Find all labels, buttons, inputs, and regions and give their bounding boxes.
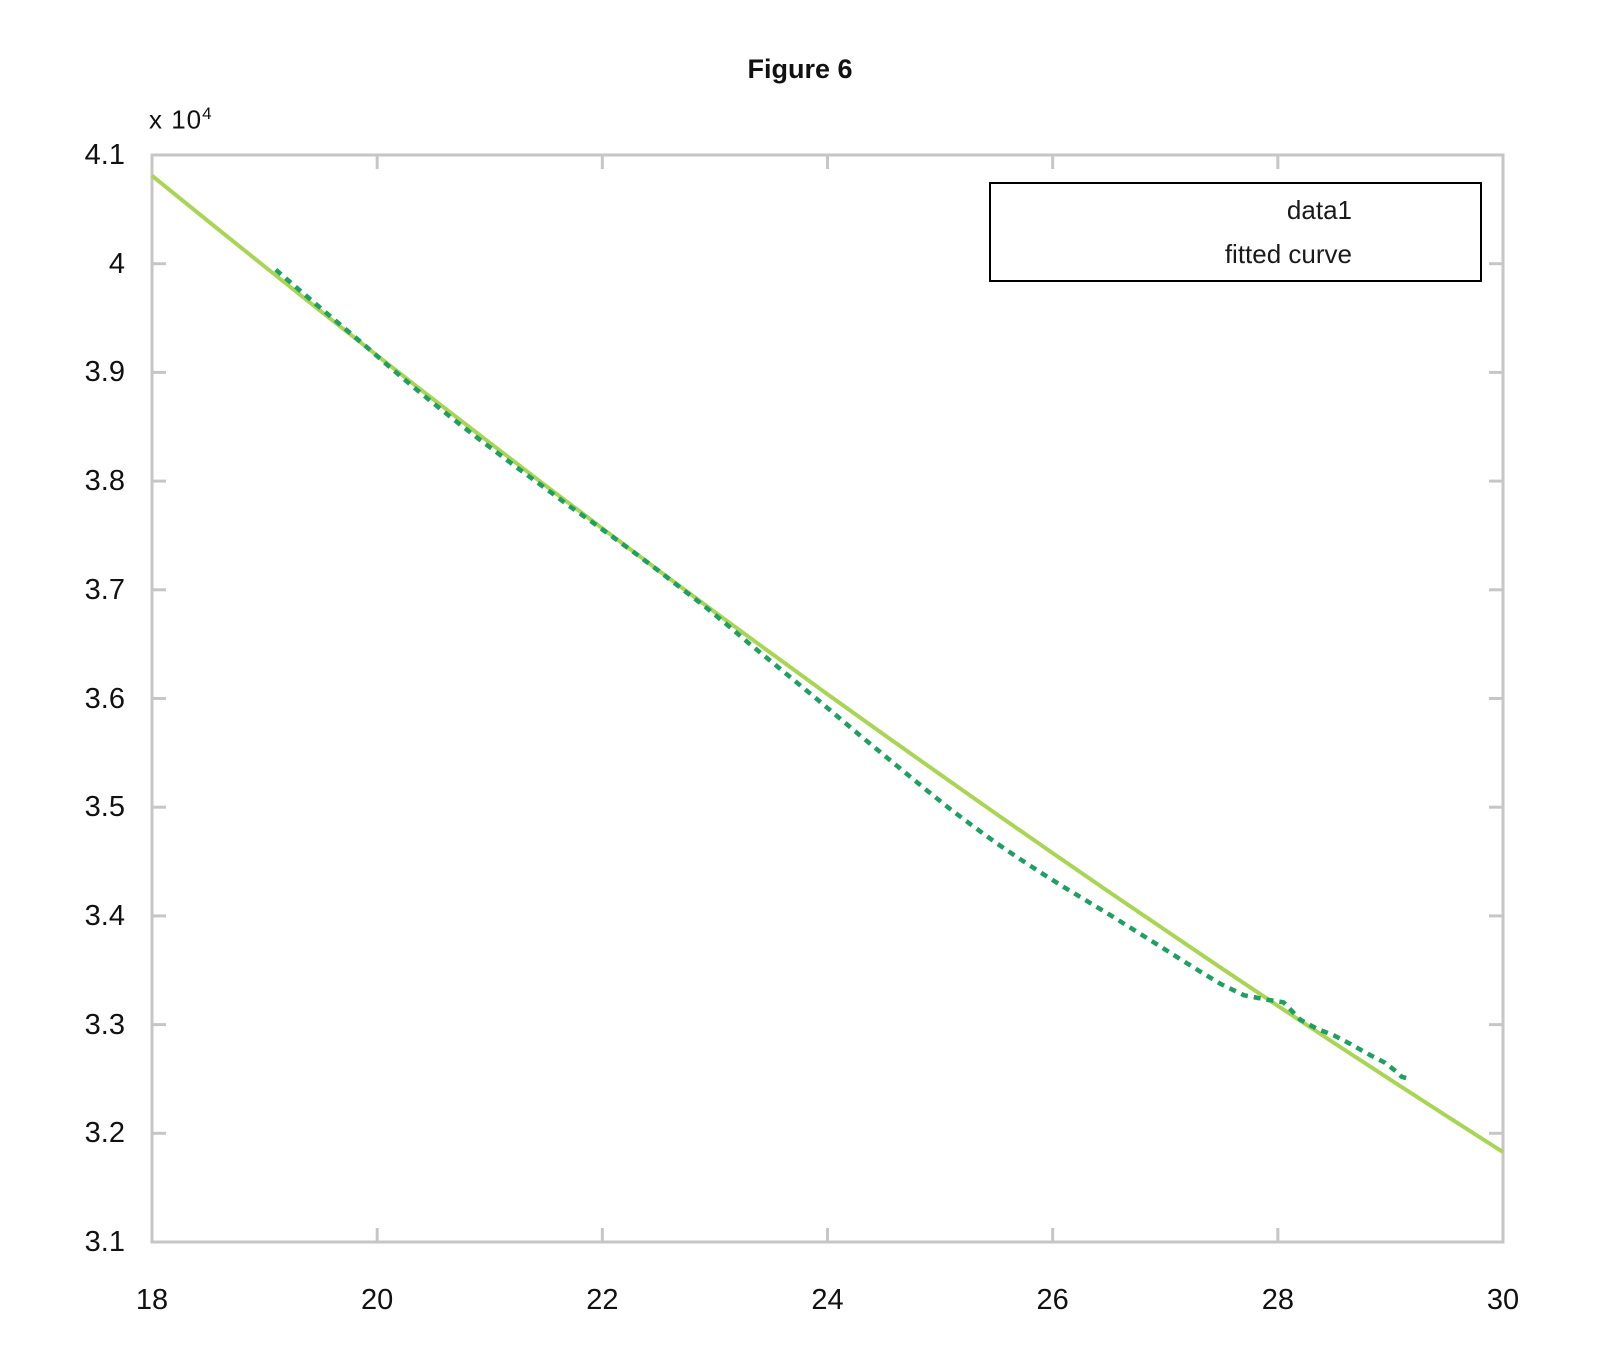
x-axis-tick-label: 20 [361,1284,394,1316]
legend-entry-fitted-curve: fitted curve [1224,239,1352,269]
y-axis-multiplier-label: x 104 [149,104,213,136]
y-axis-tick-label: 3.1 [84,1226,125,1258]
y-axis-tick-label: 3.6 [84,682,125,715]
x-axis-tick-label: 18 [135,1284,169,1316]
y-axis-multiplier-exponent: 4 [202,104,213,123]
figure-title: Figure 6 [747,54,853,84]
y-axis-tick-label: 3.4 [84,899,125,932]
legend-entry-data1: data1 [1286,195,1352,225]
y-axis-tick-label: 4.1 [84,139,125,171]
x-axis-tick-label: 30 [1486,1284,1520,1316]
axes-box [150,153,1505,1244]
y-axis-tick-label: 3.9 [84,356,125,389]
y-axis-multiplier-base: x 10 [149,104,203,135]
x-axis-tick-label: 24 [811,1284,844,1316]
y-axis-tick-label: 4 [108,247,125,280]
x-axis-tick-label: 26 [1036,1284,1069,1316]
y-axis-tick-label: 3.7 [84,573,125,606]
legend: data1 fitted curve [989,182,1482,282]
y-axis-tick-label: 3.5 [84,791,125,824]
y-axis-tick-label: 3.8 [84,465,125,498]
series-data1 [274,267,1408,1081]
x-axis-tick-label: 22 [586,1284,619,1316]
y-axis-tick-label: 3.3 [84,1008,125,1041]
x-axis-tick-label: 28 [1261,1284,1294,1316]
series-fitted-curve [150,174,1505,1154]
y-axis-tick-label: 3.2 [84,1117,125,1150]
